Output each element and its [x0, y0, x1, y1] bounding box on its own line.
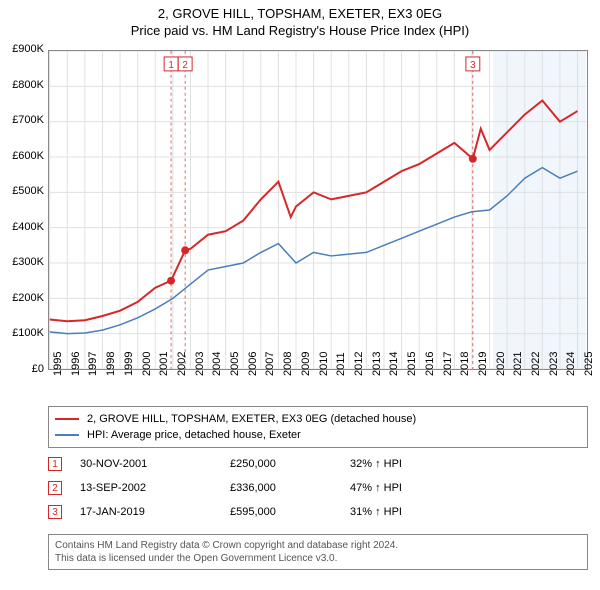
footer-line1: Contains HM Land Registry data © Crown c…: [55, 539, 581, 552]
x-axis-tick-label: 2017: [442, 352, 454, 376]
x-axis-tick-label: 2004: [211, 352, 223, 376]
title-subtitle: Price paid vs. HM Land Registry's House …: [0, 23, 600, 38]
sale-date: 17-JAN-2019: [80, 506, 230, 518]
x-axis-tick-label: 2005: [229, 352, 241, 376]
x-axis-tick-label: 2019: [477, 352, 489, 376]
y-axis-tick-label: £300K: [2, 256, 44, 268]
legend-label: HPI: Average price, detached house, Exet…: [87, 429, 301, 441]
x-axis-tick-label: 1995: [52, 352, 64, 376]
x-axis-tick-label: 2020: [495, 352, 507, 376]
legend-swatch: [55, 418, 79, 420]
x-axis-tick-label: 2011: [335, 352, 347, 376]
y-axis-tick-label: £200K: [2, 292, 44, 304]
svg-text:2: 2: [182, 60, 188, 71]
x-axis-tick-label: 2009: [300, 352, 312, 376]
x-axis-tick-label: 2024: [565, 352, 577, 376]
y-axis-tick-label: £400K: [2, 221, 44, 233]
x-axis-tick-label: 2023: [548, 352, 560, 376]
x-axis-tick-label: 2002: [176, 352, 188, 376]
x-axis-tick-label: 2015: [406, 352, 418, 376]
legend-swatch: [55, 434, 79, 436]
legend-item: HPI: Average price, detached house, Exet…: [55, 427, 581, 443]
y-axis-tick-label: £900K: [2, 43, 44, 55]
x-axis-tick-label: 2016: [424, 352, 436, 376]
x-axis-tick-label: 2010: [318, 352, 330, 376]
sale-price: £336,000: [230, 482, 350, 494]
sale-marker-box: 3: [48, 505, 62, 519]
y-axis-tick-label: £600K: [2, 150, 44, 162]
x-axis-tick-label: 2012: [353, 352, 365, 376]
x-axis-tick-label: 2022: [530, 352, 542, 376]
title-address: 2, GROVE HILL, TOPSHAM, EXETER, EX3 0EG: [0, 6, 600, 21]
x-axis-tick-label: 2001: [158, 352, 170, 376]
x-axis-tick-label: 2003: [194, 352, 206, 376]
sale-date: 30-NOV-2001: [80, 458, 230, 470]
x-axis-tick-label: 1999: [123, 352, 135, 376]
x-axis-tick-label: 2021: [512, 352, 524, 376]
x-axis-tick-label: 1997: [87, 352, 99, 376]
x-axis-tick-label: 2007: [264, 352, 276, 376]
x-axis-tick-label: 2013: [371, 352, 383, 376]
x-axis-tick-label: 2000: [141, 352, 153, 376]
sale-price: £595,000: [230, 506, 350, 518]
svg-text:3: 3: [470, 60, 476, 71]
page: 2, GROVE HILL, TOPSHAM, EXETER, EX3 0EG …: [0, 0, 600, 590]
y-axis-tick-label: £100K: [2, 327, 44, 339]
line-chart: 12 3: [48, 50, 588, 370]
x-axis-tick-label: 2006: [247, 352, 259, 376]
legend-item: 2, GROVE HILL, TOPSHAM, EXETER, EX3 0EG …: [55, 411, 581, 427]
y-axis-tick-label: £800K: [2, 79, 44, 91]
sale-row: 2 13-SEP-2002£336,00047% ↑ HPI: [48, 476, 588, 500]
footer-attribution: Contains HM Land Registry data © Crown c…: [48, 534, 588, 570]
footer-line2: This data is licensed under the Open Gov…: [55, 552, 581, 565]
sale-price: £250,000: [230, 458, 350, 470]
x-axis-tick-label: 2018: [459, 352, 471, 376]
y-axis-tick-label: £700K: [2, 114, 44, 126]
sale-marker-box: 2: [48, 481, 62, 495]
sale-row: 3 17-JAN-2019£595,00031% ↑ HPI: [48, 500, 588, 524]
sale-hpi: 31% ↑ HPI: [350, 506, 470, 518]
legend: 2, GROVE HILL, TOPSHAM, EXETER, EX3 0EG …: [48, 406, 588, 448]
sale-date: 13-SEP-2002: [80, 482, 230, 494]
sale-hpi: 32% ↑ HPI: [350, 458, 470, 470]
x-axis-tick-label: 2025: [583, 352, 595, 376]
sales-table: 1 30-NOV-2001£250,00032% ↑ HPI 2 13-SEP-200…: [48, 452, 588, 524]
svg-text:1: 1: [168, 60, 174, 71]
x-axis-tick-label: 1998: [105, 352, 117, 376]
title-block: 2, GROVE HILL, TOPSHAM, EXETER, EX3 0EG …: [0, 0, 600, 40]
x-axis-tick-label: 2014: [388, 352, 400, 376]
x-axis-tick-label: 2008: [282, 352, 294, 376]
chart-area: 123 £0£100K£200K£300K£400K£500K£600K£700…: [48, 50, 588, 370]
legend-label: 2, GROVE HILL, TOPSHAM, EXETER, EX3 0EG …: [87, 413, 416, 425]
sale-hpi: 47% ↑ HPI: [350, 482, 470, 494]
sale-marker-box: 1: [48, 457, 62, 471]
y-axis-tick-label: £0: [2, 363, 44, 375]
y-axis-tick-label: £500K: [2, 185, 44, 197]
x-axis-tick-label: 1996: [70, 352, 82, 376]
sale-row: 1 30-NOV-2001£250,00032% ↑ HPI: [48, 452, 588, 476]
